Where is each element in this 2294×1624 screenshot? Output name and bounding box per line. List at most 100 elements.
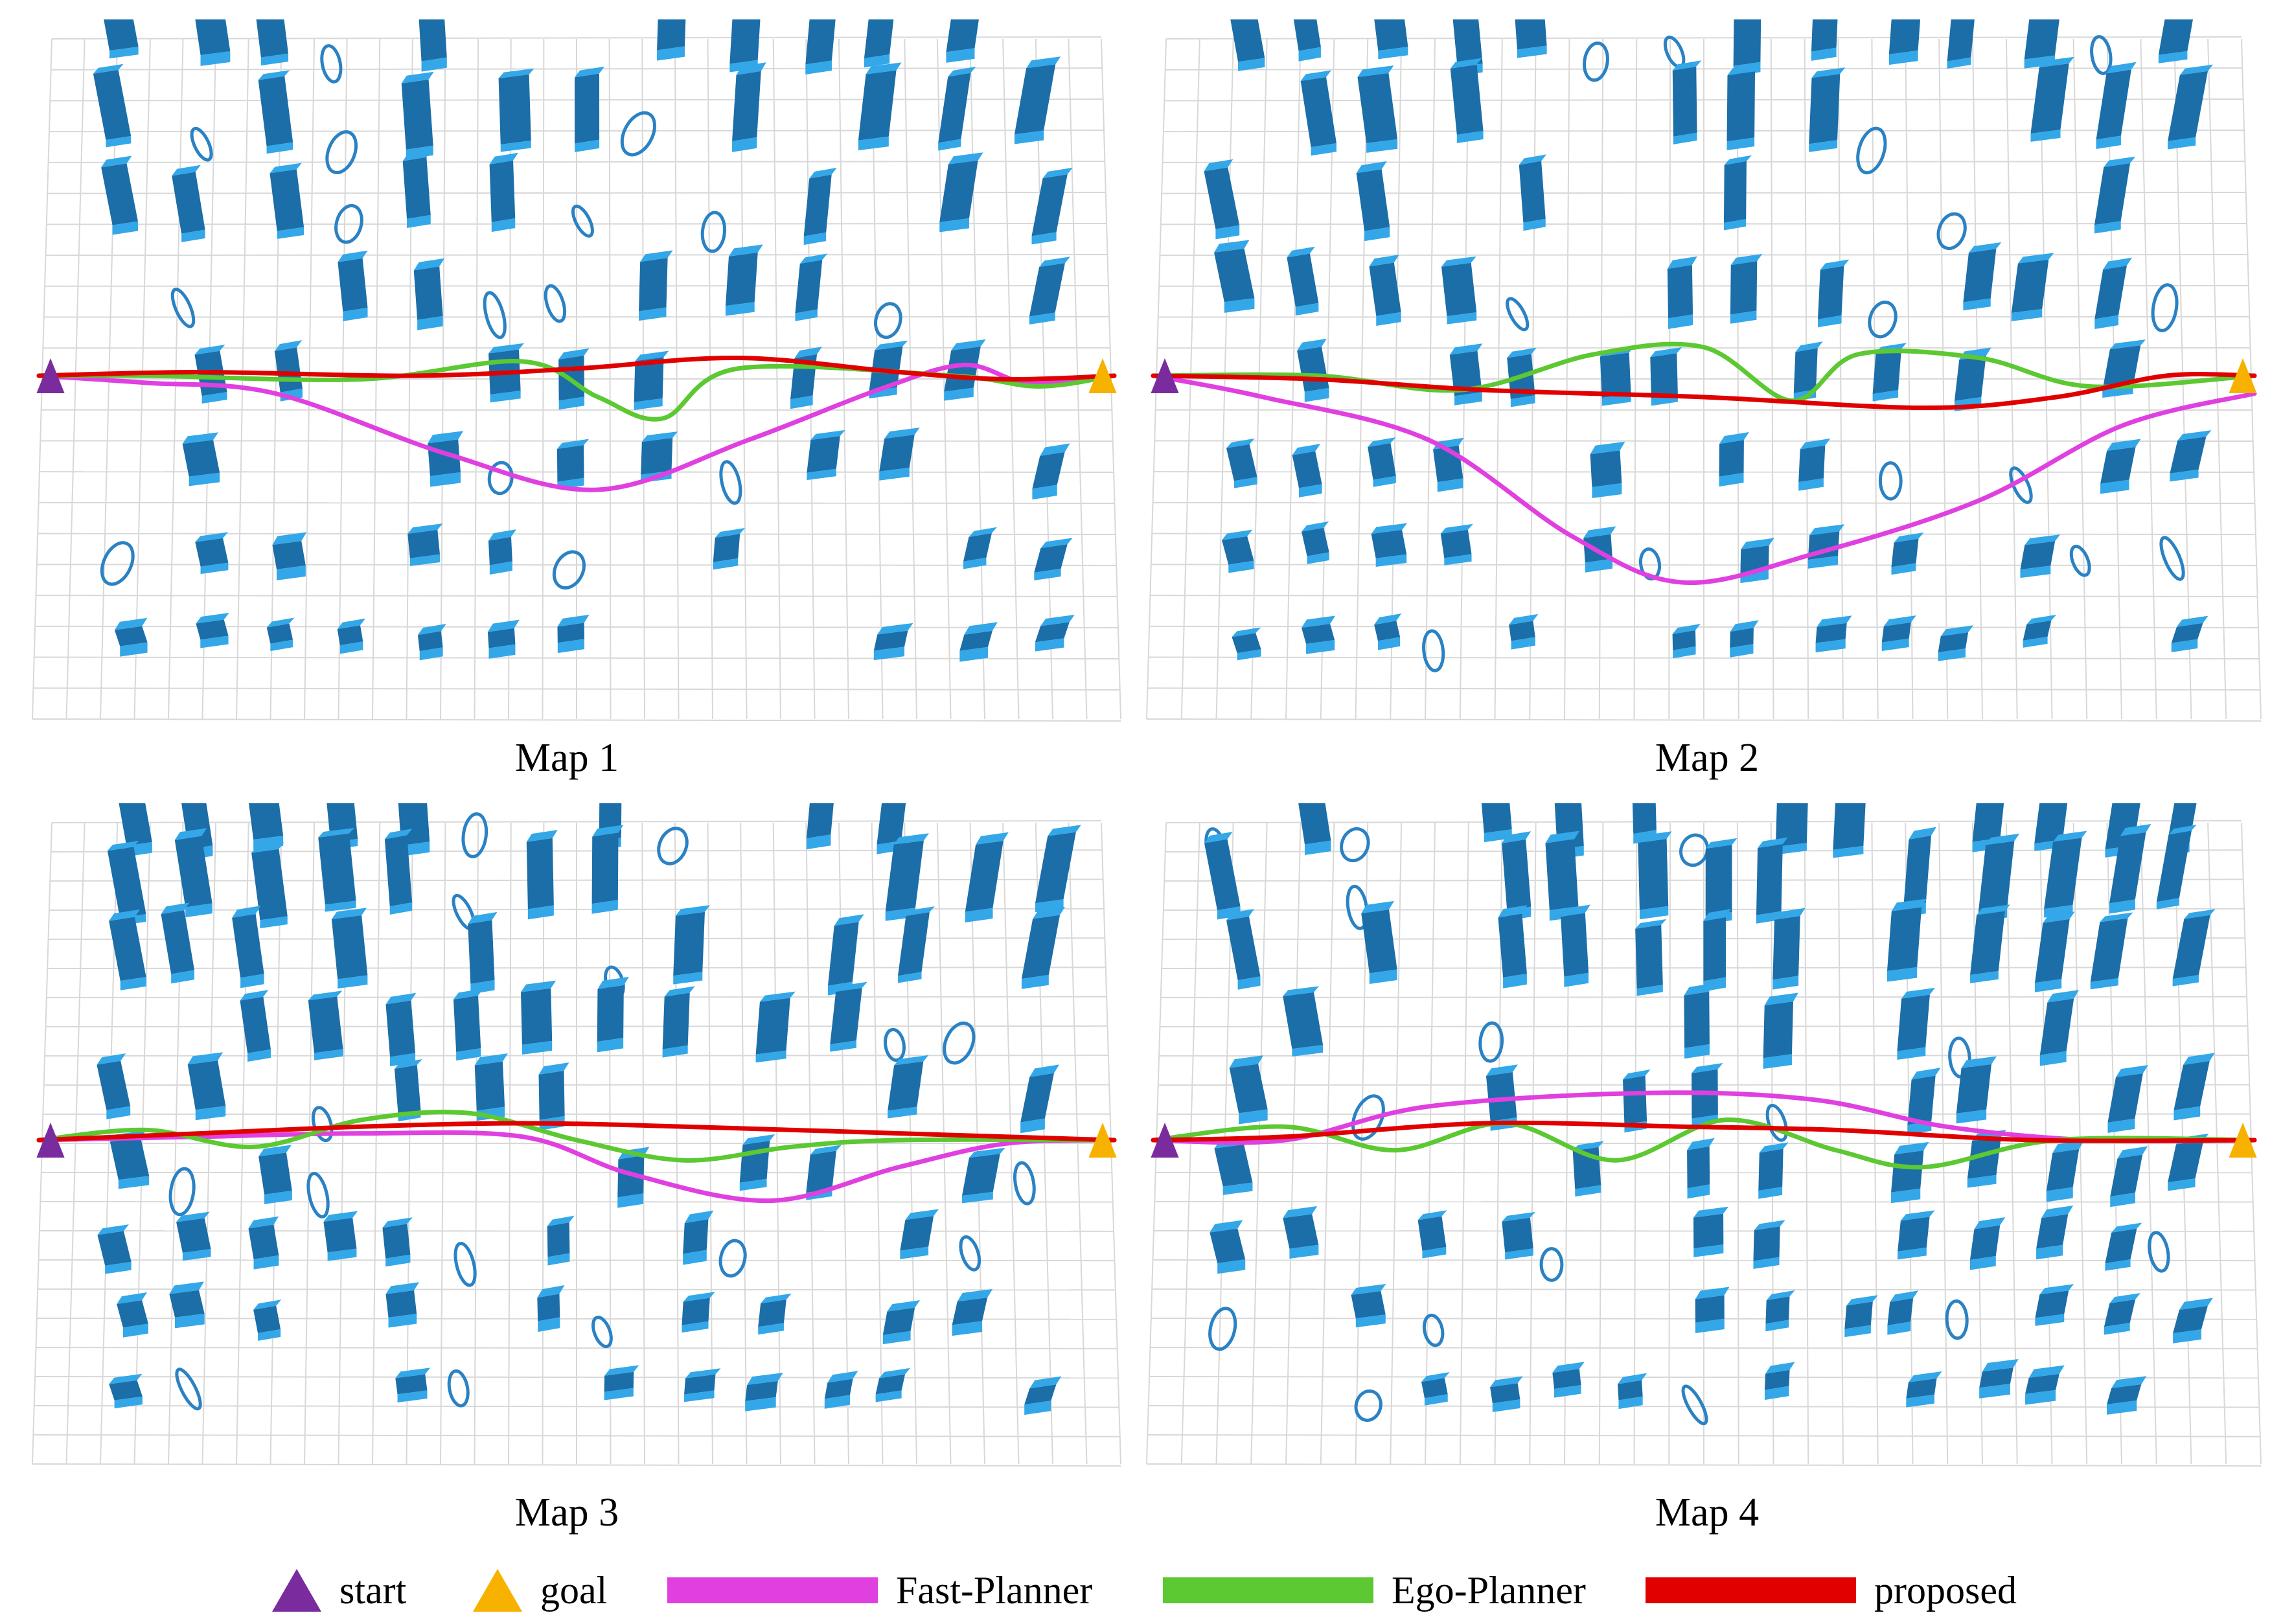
trajectories: [36, 1110, 1117, 1204]
pillar-obstacle: [1357, 65, 1398, 153]
pillar-obstacle: [2046, 1140, 2085, 1202]
pillar-obstacle: [1509, 613, 1539, 650]
pillar-obstacle: [1441, 256, 1477, 325]
pillar-obstacle: [1763, 992, 1799, 1069]
pillar-obstacle: [807, 429, 845, 481]
pillar-obstacle: [2107, 1065, 2148, 1133]
pillar-obstacle: [2035, 911, 2075, 992]
pillar-obstacle: [318, 827, 356, 912]
pillar-obstacle: [1014, 56, 1061, 144]
pillar-obstacle: [2094, 257, 2132, 330]
pillar-obstacle: [1672, 60, 1702, 144]
pillar-obstacle: [2090, 912, 2133, 990]
ring-obstacle: [447, 1369, 470, 1408]
ring-obstacle: [1856, 126, 1887, 175]
ring-obstacle: [311, 1106, 334, 1143]
pillar-obstacle: [684, 1368, 721, 1402]
start-marker: [1151, 358, 1179, 393]
pillar-obstacle: [1753, 1220, 1785, 1269]
pillar-obstacle: [1617, 1373, 1647, 1410]
ring-obstacle: [453, 1242, 477, 1287]
ring-obstacle: [334, 203, 363, 244]
pillar-obstacle: [1719, 432, 1749, 487]
pillar-obstacle: [1695, 1287, 1730, 1333]
pillar-obstacle: [900, 1209, 939, 1259]
pillar-obstacle: [101, 155, 138, 235]
pillar-obstacle: [109, 1130, 150, 1189]
ring-obstacle: [325, 130, 358, 174]
start-triangle-icon: [272, 1569, 321, 1612]
ring-obstacle: [1878, 461, 1903, 501]
pillar-obstacle: [755, 991, 796, 1063]
goal-marker: [2229, 358, 2257, 393]
pillar-obstacle: [272, 532, 307, 580]
pillar-obstacle: [962, 1147, 1005, 1204]
ring-obstacle: [591, 1316, 613, 1349]
pillar-obstacle: [1726, 64, 1761, 150]
goal-marker: [2229, 1123, 2257, 1158]
pillar-obstacle: [174, 828, 212, 918]
pillar-obstacle: [1693, 1206, 1729, 1257]
ring-obstacle: [170, 288, 196, 328]
ring-obstacle: [1422, 629, 1445, 672]
pillar-obstacle: [402, 150, 432, 228]
ring-obstacle: [571, 204, 594, 238]
ring-obstacle: [620, 111, 657, 157]
pillar-obstacle: [1756, 837, 1788, 924]
pillar-obstacle: [1292, 444, 1322, 497]
pillar-obstacle: [1440, 523, 1473, 566]
pillar-obstacle: [1590, 441, 1625, 499]
pillar-obstacle: [338, 250, 368, 321]
pillar-obstacle: [1956, 1056, 1997, 1124]
pillar-obstacle: [1552, 1362, 1585, 1398]
pillar-obstacle: [1229, 1055, 1268, 1125]
pillar-obstacle: [1888, 19, 1921, 65]
pillar-obstacle: [1204, 831, 1241, 920]
pillar-obstacle: [1561, 904, 1590, 987]
pillar-obstacle: [270, 163, 304, 239]
pillar-obstacle: [176, 1211, 211, 1261]
pillar-obstacle: [1764, 1362, 1795, 1401]
ring-obstacle: [1208, 1307, 1237, 1351]
pillar-obstacle: [1963, 242, 2002, 311]
pillar-obstacle: [1758, 1142, 1789, 1199]
ring-obstacle: [719, 460, 742, 505]
pillar-obstacle: [1226, 438, 1257, 488]
pillar-obstacle: [682, 1292, 715, 1333]
ring-obstacle: [2069, 544, 2091, 577]
pillar-obstacle: [2170, 430, 2212, 482]
ring-obstacle: [175, 1367, 202, 1411]
pillar-obstacle: [1032, 443, 1070, 500]
pillar-obstacle: [2174, 1053, 2215, 1121]
pillar-obstacle: [1035, 825, 1081, 913]
pillar-obstacle: [739, 1134, 775, 1191]
pillar-obstacle: [2030, 56, 2074, 142]
pillar-obstacle: [556, 439, 590, 490]
pillar-obstacle: [824, 1371, 858, 1409]
pillar-obstacle: [1450, 58, 1484, 144]
pillar-obstacle: [604, 1365, 639, 1401]
map-3-caption: Map 3: [514, 1491, 619, 1535]
pillar-obstacle: [1021, 906, 1066, 989]
pillar-obstacle: [1740, 538, 1774, 584]
pillar-obstacle: [114, 617, 148, 657]
pillar-obstacle: [537, 1285, 565, 1332]
pillar-obstacle: [597, 976, 629, 1053]
pillar-obstacle: [1730, 253, 1763, 324]
pillar-obstacle: [1214, 240, 1255, 313]
pillar-obstacle: [790, 347, 823, 409]
fast-planner-path: [1151, 373, 2257, 586]
ring-obstacle: [1868, 301, 1898, 339]
pillar-obstacle: [1498, 905, 1528, 989]
pillar-obstacle: [489, 152, 519, 233]
pillar-obstacle: [538, 1062, 569, 1130]
map-panel-4: [1140, 803, 2267, 1477]
obstacles: [1204, 19, 2214, 672]
pillar-obstacle: [109, 1373, 143, 1409]
ring-obstacle: [487, 461, 514, 496]
pillar-obstacle: [1872, 343, 1907, 402]
pillar-obstacle: [248, 1216, 279, 1270]
pillar-obstacle: [873, 623, 913, 661]
pillar-obstacle: [1351, 1283, 1386, 1328]
pillar-obstacle: [639, 250, 673, 321]
